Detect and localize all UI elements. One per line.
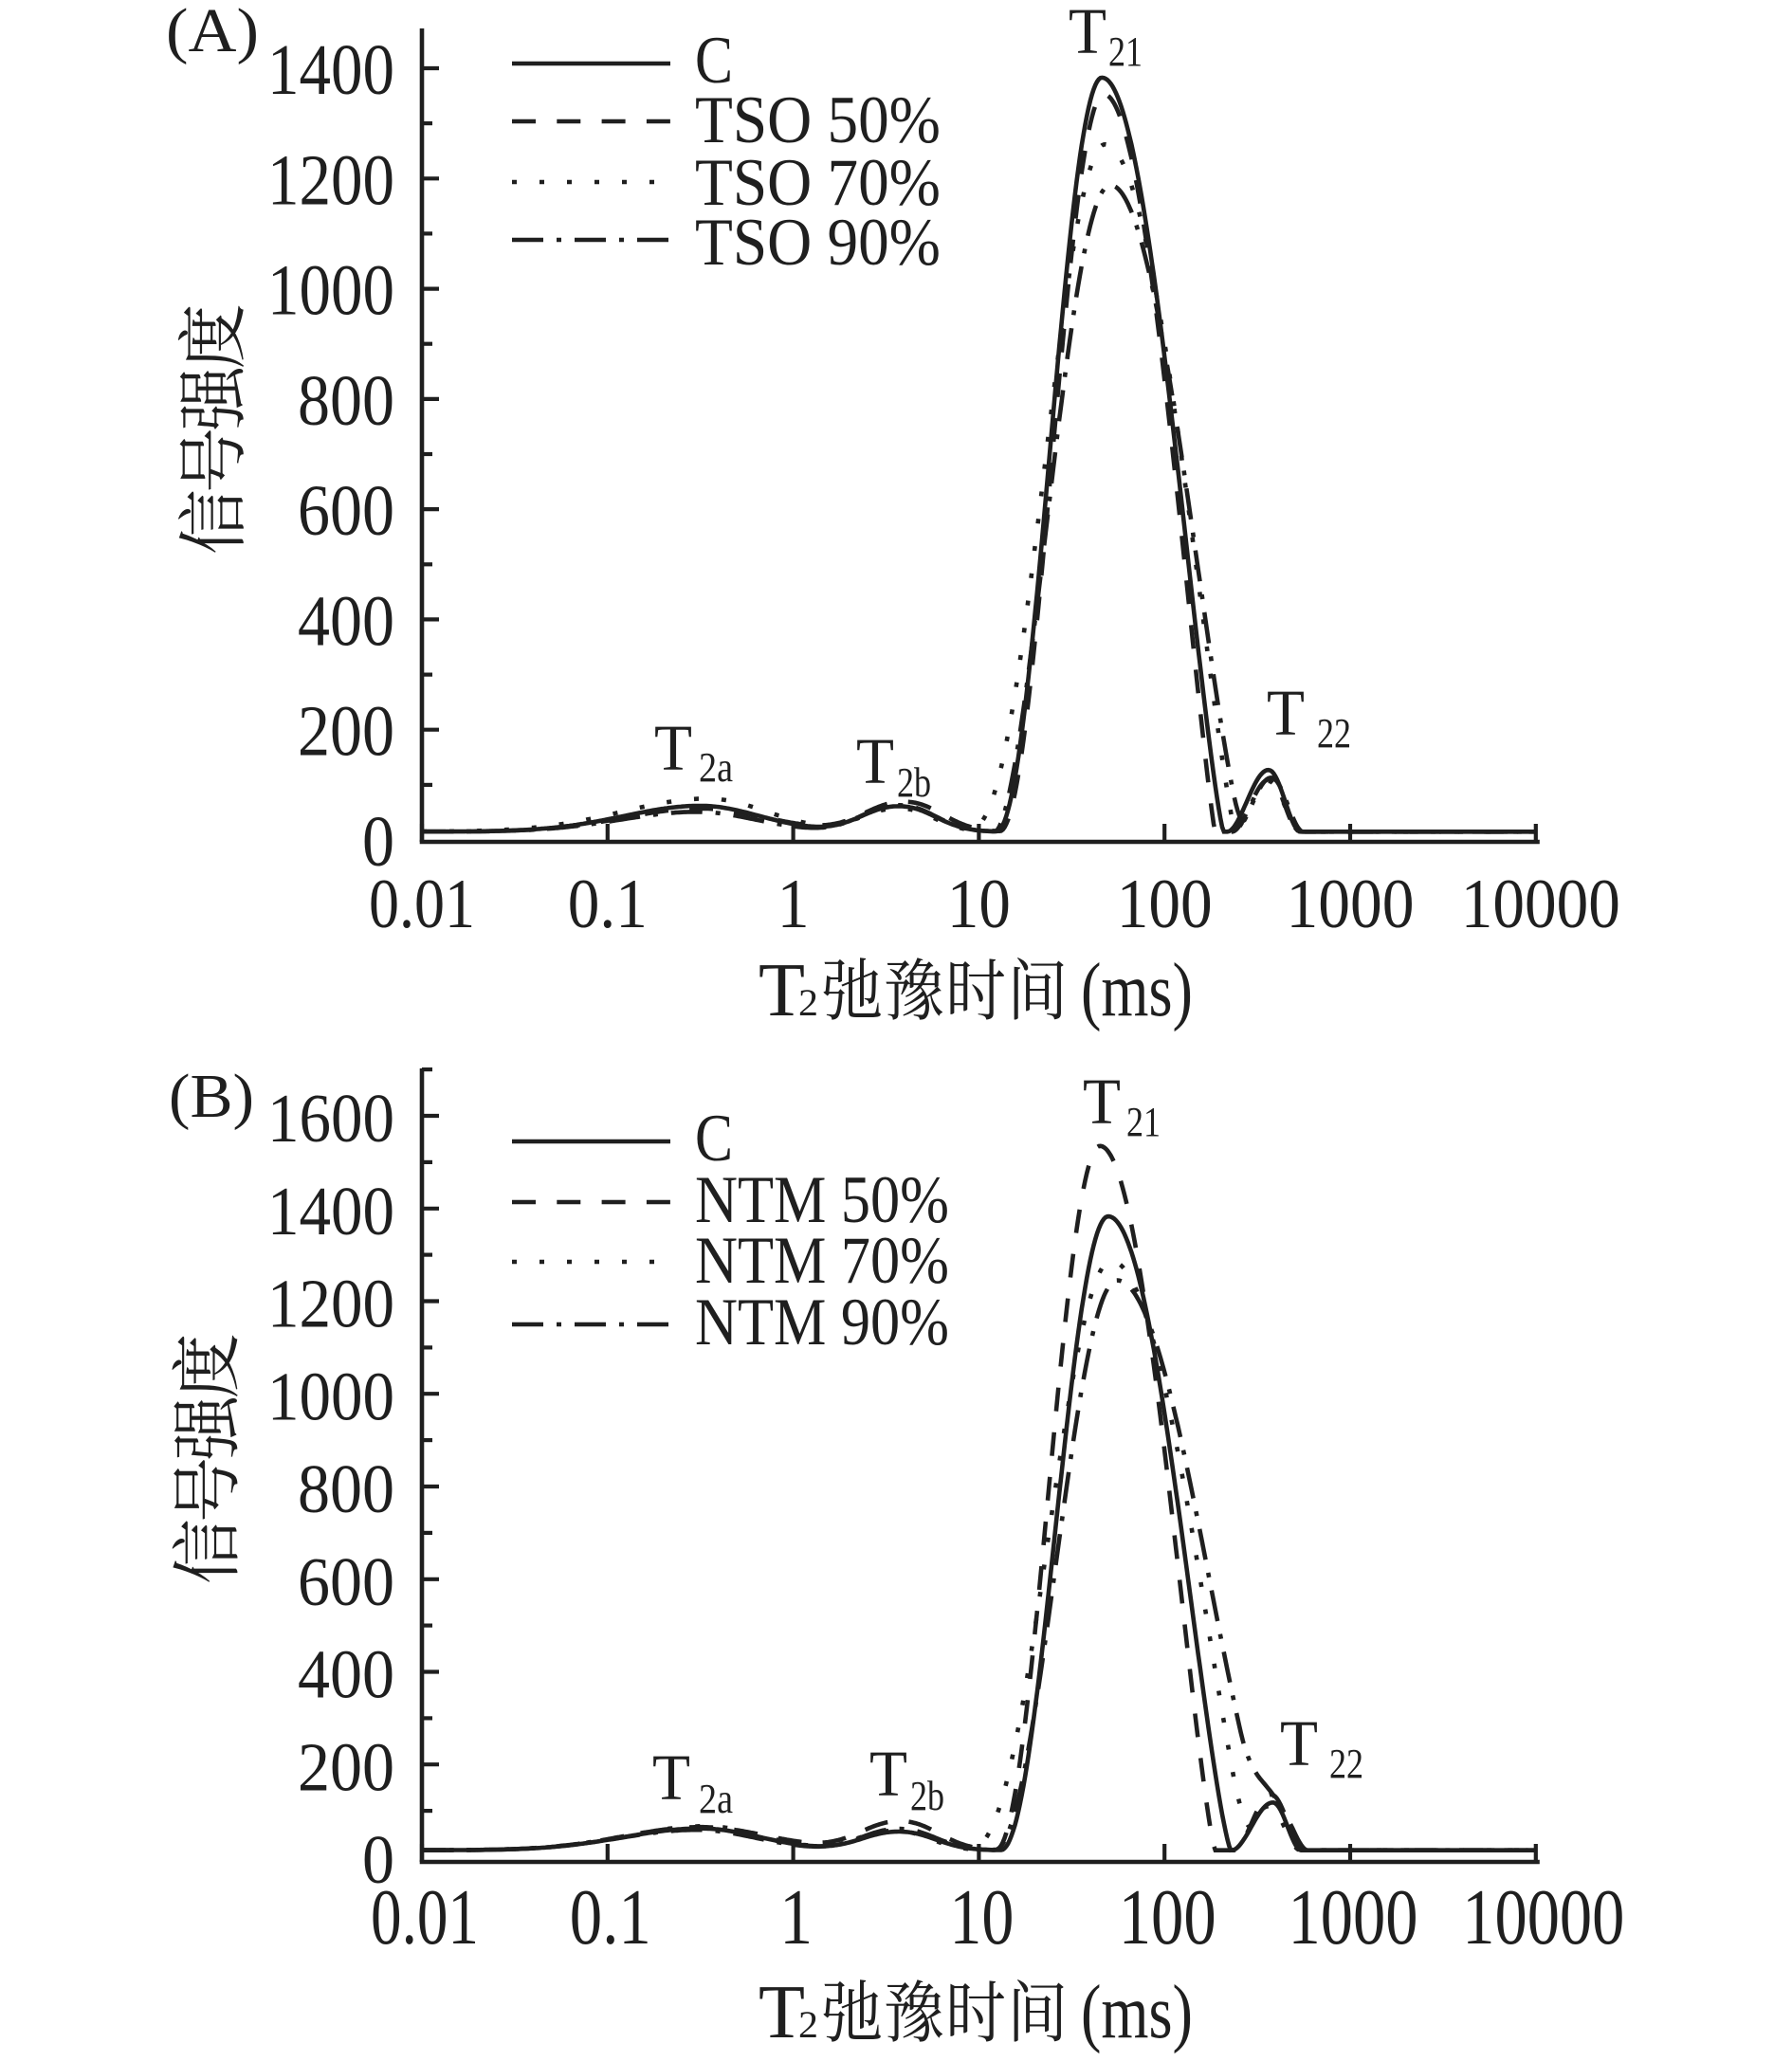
svg-text:600: 600: [298, 1543, 394, 1620]
svg-text:1000: 1000: [1287, 866, 1415, 943]
svg-text:NTM 90%: NTM 90%: [695, 1286, 949, 1359]
svg-text:21: 21: [1108, 28, 1143, 75]
svg-text:1: 1: [779, 1873, 813, 1961]
svg-text:T: T: [856, 725, 894, 797]
svg-text:2: 2: [798, 2003, 818, 2046]
svg-text:0.01: 0.01: [371, 1873, 479, 1961]
svg-text:C: C: [695, 24, 733, 98]
svg-text:200: 200: [298, 1728, 394, 1805]
svg-text:1: 1: [777, 866, 810, 943]
svg-text:1000: 1000: [267, 251, 394, 331]
svg-text:TSO 70%: TSO 70%: [695, 146, 941, 220]
svg-text:T: T: [1267, 677, 1305, 749]
svg-text:800: 800: [298, 1450, 394, 1527]
svg-text:21: 21: [1126, 1099, 1161, 1145]
svg-text:10: 10: [947, 866, 1011, 943]
svg-text:10000: 10000: [1461, 866, 1620, 943]
svg-text:T: T: [869, 1738, 907, 1810]
svg-text:10000: 10000: [1462, 1873, 1624, 1961]
svg-text:22: 22: [1317, 710, 1351, 757]
svg-text:400: 400: [298, 1636, 394, 1713]
svg-text:2a: 2a: [699, 744, 733, 791]
svg-text:T: T: [1069, 0, 1106, 67]
svg-text:T: T: [1280, 1707, 1318, 1779]
svg-text:(B): (B): [169, 1062, 254, 1131]
svg-text:0.1: 0.1: [570, 1873, 651, 1961]
svg-text:100: 100: [1119, 1873, 1216, 1961]
svg-text:1600: 1600: [267, 1080, 394, 1157]
svg-text:0.1: 0.1: [568, 866, 648, 943]
svg-text:1400: 1400: [267, 1173, 394, 1249]
svg-text:10: 10: [949, 1873, 1014, 1961]
svg-text:1000: 1000: [267, 1358, 394, 1434]
svg-text:1000: 1000: [1289, 1873, 1418, 1961]
svg-text:0: 0: [362, 1821, 394, 1898]
svg-text:T: T: [759, 947, 805, 1032]
svg-text:(A): (A): [166, 0, 259, 65]
svg-text:C: C: [695, 1102, 733, 1176]
svg-text:2: 2: [798, 981, 818, 1024]
svg-text:(ms): (ms): [1081, 947, 1193, 1032]
svg-text:22: 22: [1329, 1741, 1363, 1787]
svg-text:0: 0: [362, 802, 394, 882]
svg-text:1200: 1200: [267, 140, 394, 220]
svg-text:200: 200: [298, 692, 394, 772]
svg-text:800: 800: [298, 361, 394, 441]
svg-text:T: T: [652, 1742, 690, 1814]
svg-text:0.01: 0.01: [369, 866, 475, 943]
svg-text:NTM 70%: NTM 70%: [695, 1224, 949, 1298]
svg-text:1200: 1200: [267, 1266, 394, 1342]
svg-text:400: 400: [298, 581, 394, 661]
svg-text:T: T: [654, 712, 692, 784]
svg-text:600: 600: [298, 471, 394, 551]
svg-text:TSO 50%: TSO 50%: [695, 83, 941, 157]
svg-text:1400: 1400: [267, 30, 394, 110]
svg-text:T: T: [759, 1969, 805, 2054]
svg-text:T: T: [1083, 1066, 1121, 1138]
svg-text:(ms): (ms): [1081, 1969, 1193, 2054]
svg-text:100: 100: [1117, 866, 1213, 943]
svg-text:2b: 2b: [897, 759, 931, 806]
svg-text:NTM 50%: NTM 50%: [695, 1163, 949, 1237]
svg-text:TSO 90%: TSO 90%: [695, 206, 941, 280]
svg-text:2a: 2a: [699, 1776, 733, 1822]
svg-text:2b: 2b: [910, 1773, 944, 1819]
